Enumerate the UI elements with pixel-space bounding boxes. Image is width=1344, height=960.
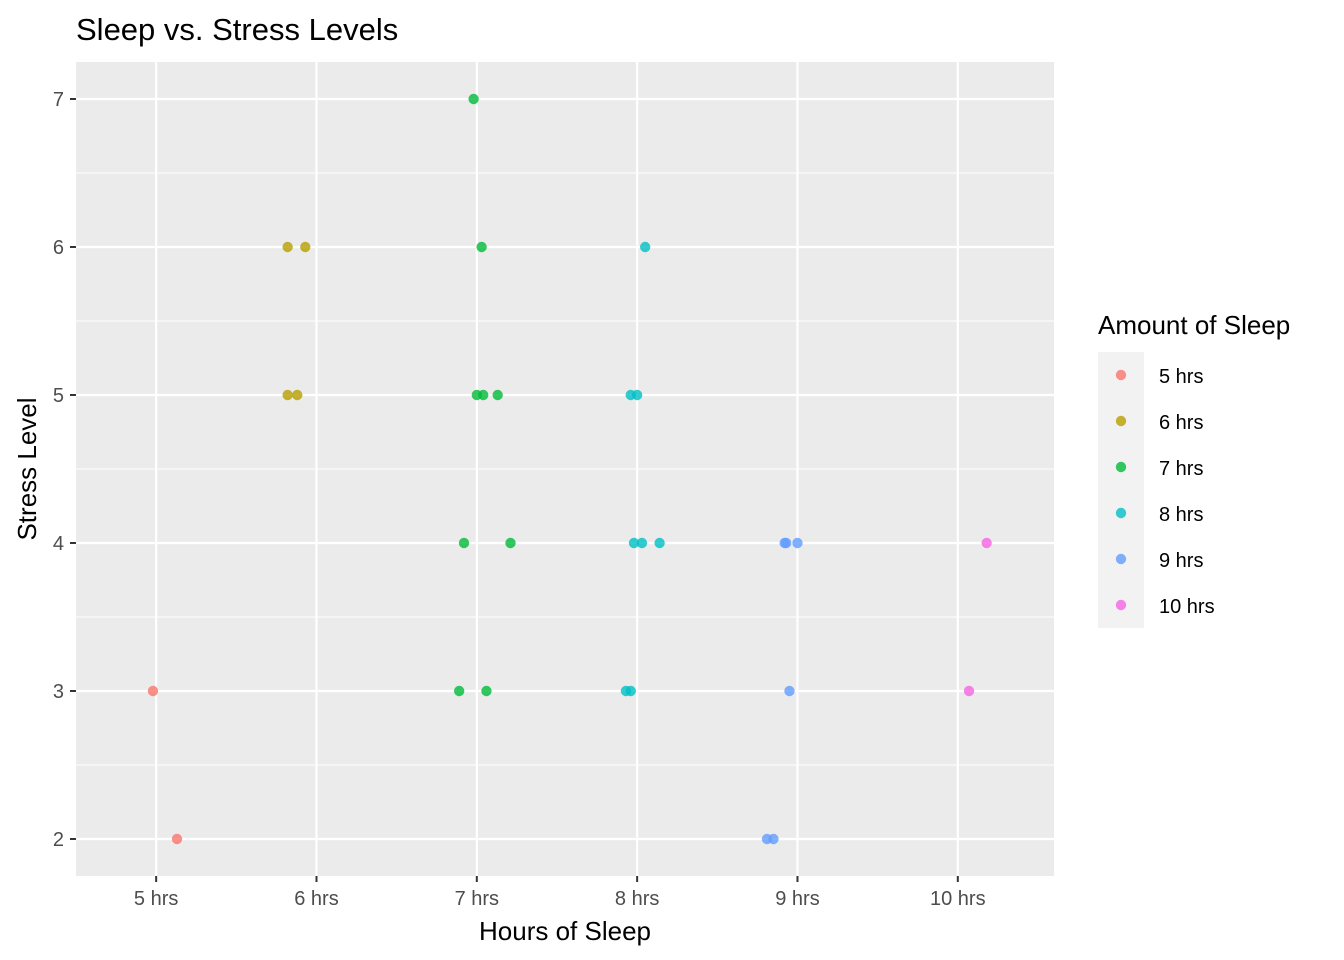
legend-label: 9 hrs bbox=[1159, 550, 1203, 572]
axis-ticks: 5 hrs 6 hrs 7 hrs 8 hrs 9 hrs 10 hrs 2 3 4 5 6 7 bbox=[53, 89, 986, 910]
x-tick-label: 8 hrs bbox=[615, 888, 659, 910]
y-tick-label: 6 bbox=[53, 237, 64, 259]
legend-key bbox=[1115, 553, 1127, 565]
data-point bbox=[282, 241, 293, 253]
legend-label: 7 hrs bbox=[1159, 458, 1203, 480]
data-point bbox=[981, 537, 992, 549]
x-tick-label: 10 hrs bbox=[930, 888, 986, 910]
data-point bbox=[292, 389, 303, 401]
data-point bbox=[300, 241, 311, 253]
legend-key bbox=[1115, 415, 1127, 427]
x-tick-label: 5 hrs bbox=[134, 888, 178, 910]
legend-label: 10 hrs bbox=[1159, 596, 1215, 618]
data-point bbox=[505, 537, 516, 549]
y-tick-label: 3 bbox=[53, 681, 64, 703]
legend-key bbox=[1115, 461, 1127, 473]
y-axis-title: Stress Level bbox=[12, 397, 42, 540]
data-point bbox=[282, 389, 293, 401]
legend-label: 5 hrs bbox=[1159, 366, 1203, 388]
data-point bbox=[784, 685, 795, 697]
data-point bbox=[478, 389, 489, 401]
grid-lines bbox=[76, 62, 1054, 876]
legend-key bbox=[1115, 507, 1127, 519]
legend: 5 hrs 6 hrs 7 hrs 8 hrs 9 hrs 10 hrs bbox=[1115, 366, 1215, 618]
legend-label: 8 hrs bbox=[1159, 504, 1203, 526]
y-tick-label: 5 bbox=[53, 385, 64, 407]
data-point bbox=[147, 685, 159, 697]
data-point bbox=[628, 537, 640, 549]
x-tick-label: 7 hrs bbox=[455, 888, 499, 910]
data-point bbox=[963, 685, 975, 697]
data-point bbox=[476, 241, 487, 253]
data-point bbox=[468, 93, 479, 105]
legend-key-background bbox=[1098, 352, 1144, 628]
x-tick-label: 6 hrs bbox=[294, 888, 338, 910]
legend-label: 6 hrs bbox=[1159, 412, 1203, 434]
data-point bbox=[453, 685, 465, 697]
data-point bbox=[631, 389, 643, 401]
legend-key bbox=[1115, 599, 1127, 611]
chart-title: Sleep vs. Stress Levels bbox=[76, 12, 398, 47]
data-point bbox=[492, 389, 503, 401]
data-point bbox=[625, 685, 636, 697]
y-tick-label: 7 bbox=[53, 89, 64, 111]
data-point bbox=[636, 537, 648, 549]
data-point bbox=[792, 537, 803, 549]
data-point bbox=[768, 833, 779, 845]
data-point bbox=[171, 833, 183, 845]
data-point bbox=[481, 685, 492, 697]
data-point bbox=[639, 241, 651, 253]
data-point bbox=[654, 537, 665, 549]
y-tick-label: 2 bbox=[53, 829, 64, 851]
x-tick-label: 9 hrs bbox=[775, 888, 819, 910]
data-point bbox=[781, 537, 792, 549]
y-tick-label: 4 bbox=[53, 533, 64, 555]
data-points bbox=[147, 93, 992, 845]
legend-key bbox=[1115, 369, 1127, 381]
legend-title: Amount of Sleep bbox=[1098, 310, 1290, 340]
x-axis-title: Hours of Sleep bbox=[479, 916, 651, 946]
data-point bbox=[458, 537, 470, 549]
